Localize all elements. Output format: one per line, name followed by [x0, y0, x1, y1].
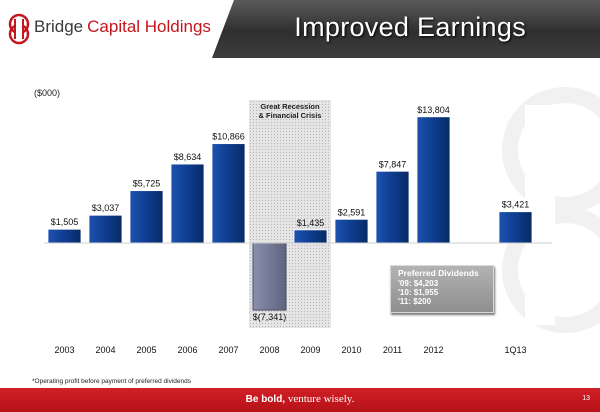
earnings-chart: Great Recession & Financial Crisis ($000…	[34, 88, 552, 355]
footnote: *Operating profit before payment of pref…	[32, 378, 191, 385]
bar-2003	[47, 228, 82, 244]
callout-line: '11: $200	[398, 297, 432, 306]
title-bar: Improved Earnings	[212, 0, 600, 58]
value-label: $7,847	[379, 159, 407, 169]
value-label: $10,866	[212, 132, 245, 142]
bar-2006	[170, 163, 205, 244]
bar-2004	[88, 214, 123, 244]
callout-line: '10: $1,955	[398, 288, 439, 297]
category-label: 2011	[383, 345, 402, 355]
tagline: Be bold, venture wisely.	[0, 393, 600, 405]
crisis-label: & Financial Crisis	[259, 111, 322, 120]
category-label: 2003	[54, 345, 74, 355]
value-label: $8,634	[174, 152, 202, 162]
brand-name-part2: Capital Holdings	[87, 17, 211, 36]
bar-1Q13	[498, 211, 533, 244]
value-label: $1,435	[297, 218, 325, 228]
header: Bridge Capital Holdings Improved Earnings	[0, 0, 600, 58]
crisis-label: Great Recession	[260, 102, 320, 111]
brand-name-part1: Bridge	[34, 17, 84, 36]
value-label: $3,037	[92, 203, 120, 213]
callout-title: Preferred Dividends	[398, 268, 479, 278]
y-axis-label: ($000)	[34, 88, 60, 98]
tagline-bold: Be bold,	[245, 394, 286, 405]
value-label: $13,804	[417, 105, 450, 115]
category-label: 2004	[95, 345, 115, 355]
category-label: 2006	[177, 345, 197, 355]
bar-2005	[129, 190, 164, 244]
bar-2010	[334, 218, 369, 244]
bar-2012	[416, 116, 451, 244]
bar-2011	[375, 170, 410, 244]
category-label: 2009	[300, 345, 320, 355]
category-label: 2005	[136, 345, 156, 355]
bar-2007	[211, 143, 246, 244]
footer: Be bold, venture wisely. 13	[0, 388, 600, 412]
brand-name: Bridge Capital Holdings	[34, 17, 211, 37]
value-label: $(7,341)	[253, 312, 287, 322]
category-label: 2007	[218, 345, 238, 355]
category-label: 1Q13	[504, 345, 526, 355]
bar-2008	[252, 242, 287, 311]
bar-2009	[293, 229, 328, 244]
callout-line: '09: $4,203	[398, 279, 439, 288]
category-label: 2008	[259, 345, 279, 355]
bridge-logo-icon	[8, 13, 30, 45]
value-label: $5,725	[133, 179, 161, 189]
category-label: 2010	[341, 345, 361, 355]
watermark-logo-icon	[502, 87, 600, 333]
tagline-rest: venture wisely.	[285, 393, 355, 405]
page-title: Improved Earnings	[294, 12, 526, 42]
preferred-dividends-callout: Preferred Dividends '09: $4,203 '10: $1,…	[390, 265, 494, 313]
category-label: 2012	[423, 345, 443, 355]
value-label: $2,591	[338, 207, 366, 217]
value-label: $1,505	[51, 217, 79, 227]
page-number: 13	[582, 395, 590, 402]
value-label: $3,421	[502, 200, 530, 210]
